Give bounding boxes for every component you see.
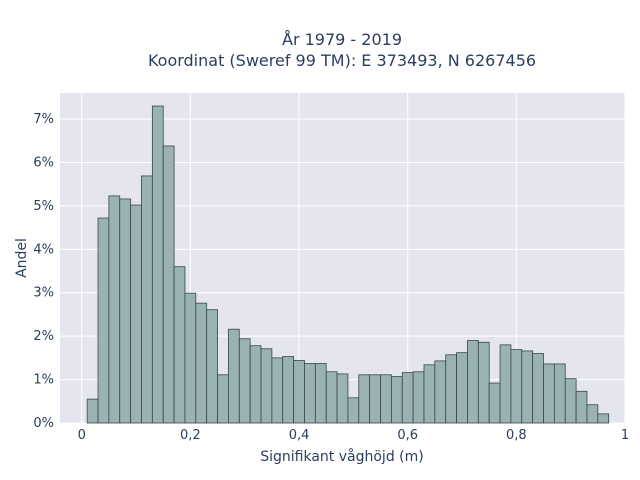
histogram-bar bbox=[423, 364, 436, 424]
histogram-bar bbox=[304, 363, 316, 424]
histogram-bar bbox=[173, 266, 186, 424]
histogram-bar bbox=[575, 390, 588, 424]
y-tick-label: 0% bbox=[33, 416, 54, 431]
bars bbox=[86, 105, 610, 424]
histogram-bar bbox=[249, 345, 262, 424]
x-tick-label: 0,2 bbox=[180, 428, 201, 443]
x-tick-label: 0 bbox=[78, 428, 86, 443]
histogram-bar bbox=[293, 360, 305, 424]
y-tick-label: 4% bbox=[33, 242, 54, 257]
histogram-bar bbox=[390, 376, 403, 424]
x-tick-label: 1 bbox=[621, 428, 629, 443]
histogram-bar bbox=[206, 309, 218, 424]
x-axis-title: Signifikant våghöjd (m) bbox=[260, 448, 423, 465]
histogram-bar bbox=[380, 374, 392, 424]
histogram-bar bbox=[369, 374, 381, 424]
histogram-bar bbox=[597, 413, 610, 424]
histogram-bar bbox=[586, 404, 599, 424]
histogram-bar bbox=[532, 353, 544, 424]
histogram-bar bbox=[488, 382, 501, 424]
histogram-bar bbox=[238, 338, 251, 424]
y-tick-label: 7% bbox=[33, 112, 54, 127]
y-tick-labels: 0% 1% 2% 3% 4% 5% 6% 7% bbox=[33, 112, 54, 431]
histogram-bar bbox=[456, 352, 468, 424]
histogram-bar bbox=[510, 349, 523, 424]
y-tick-label: 1% bbox=[33, 373, 54, 388]
x-tick-label: 0,4 bbox=[289, 428, 310, 443]
histogram-bar bbox=[282, 356, 295, 424]
histogram-bar bbox=[347, 397, 360, 424]
histogram-bar bbox=[195, 302, 208, 424]
histogram-bar bbox=[130, 204, 142, 424]
histogram-bar bbox=[141, 175, 153, 424]
chart-title-line-1: År 1979 - 2019 bbox=[282, 30, 402, 49]
x-tick-label: 0,8 bbox=[506, 428, 527, 443]
histogram-bar bbox=[477, 341, 490, 424]
histogram-bar bbox=[314, 363, 327, 424]
histogram-bar bbox=[553, 363, 566, 424]
histogram-bar bbox=[86, 398, 99, 424]
histogram-bar bbox=[119, 198, 132, 424]
histogram-bar bbox=[97, 217, 110, 424]
y-tick-label: 2% bbox=[33, 329, 54, 344]
histogram-bar bbox=[108, 195, 121, 424]
histogram-bar bbox=[184, 292, 197, 424]
y-tick-label: 6% bbox=[33, 155, 54, 170]
histogram-bar bbox=[260, 348, 273, 424]
histogram-bar bbox=[412, 371, 425, 424]
histogram-bar bbox=[228, 328, 240, 424]
histogram-bar bbox=[521, 350, 534, 424]
histogram-bar bbox=[499, 344, 512, 424]
histogram-bar bbox=[445, 354, 457, 424]
histogram-bar bbox=[564, 378, 577, 424]
x-tick-label: 0,6 bbox=[397, 428, 418, 443]
y-tick-label: 3% bbox=[33, 286, 54, 301]
histogram-bar bbox=[162, 145, 175, 424]
histogram-bar bbox=[336, 373, 349, 424]
histogram-bar bbox=[358, 374, 371, 424]
x-tick-labels: 0 0,2 0,4 0,6 0,8 1 bbox=[78, 428, 630, 443]
histogram-bar bbox=[543, 363, 555, 424]
histogram-bar bbox=[467, 340, 479, 424]
histogram-bar bbox=[434, 360, 447, 424]
histogram-bar bbox=[151, 105, 164, 424]
y-tick-label: 5% bbox=[33, 199, 54, 214]
y-axis-title: Andel bbox=[14, 238, 30, 278]
histogram-bar bbox=[325, 371, 338, 424]
histogram-bar bbox=[401, 372, 414, 424]
chart-title-line-2: Koordinat (Sweref 99 TM): E 373493, N 62… bbox=[148, 51, 536, 70]
histogram-bar bbox=[217, 374, 229, 424]
histogram-bar bbox=[271, 357, 284, 424]
